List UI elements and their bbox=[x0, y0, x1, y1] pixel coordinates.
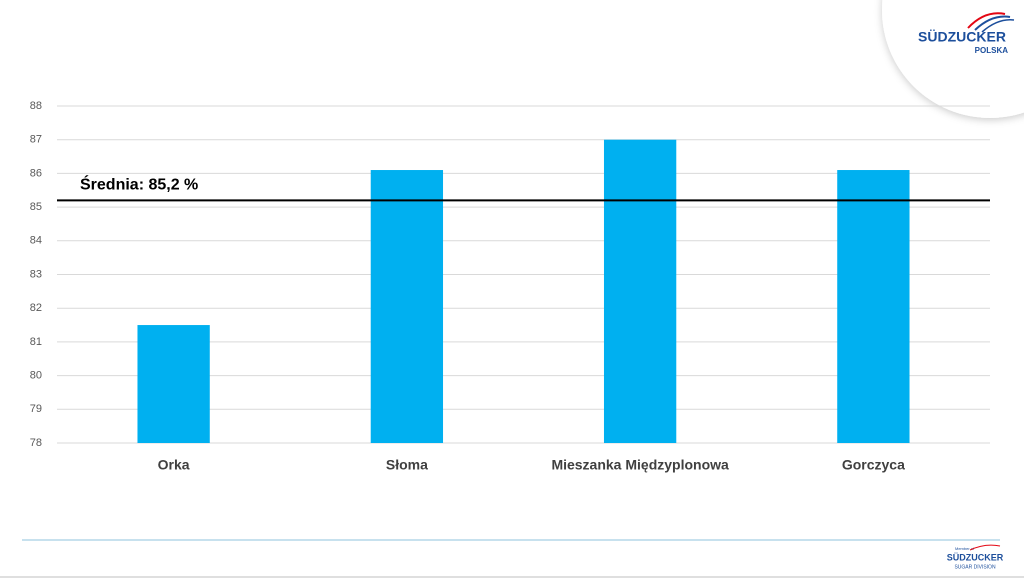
bar bbox=[137, 325, 210, 443]
logo-swoosh bbox=[967, 12, 1006, 29]
footer-name: SÜDZUCKER bbox=[947, 552, 1004, 562]
logo-badge bbox=[882, 0, 1024, 118]
bar bbox=[370, 170, 444, 443]
y-tick-label: 84 bbox=[30, 235, 42, 247]
y-tick-label: 79 bbox=[30, 403, 42, 415]
x-tick-label: Orka bbox=[158, 457, 190, 473]
logo-swoosh bbox=[981, 19, 1015, 33]
y-tick-label: 81 bbox=[30, 336, 42, 348]
logo-sub: POLSKA bbox=[975, 46, 1009, 55]
y-tick-label: 83 bbox=[30, 268, 42, 280]
reference-label: Średnia: 85,2 % bbox=[80, 175, 198, 194]
footer-sub: SUGAR DIVISION bbox=[954, 564, 996, 570]
y-tick-label: 88 bbox=[30, 100, 42, 112]
footer-member: Member of bbox=[955, 546, 975, 551]
logo-swoosh bbox=[974, 15, 1011, 31]
x-tick-label: Gorczyca bbox=[842, 457, 905, 473]
y-tick-label: 80 bbox=[30, 370, 42, 382]
x-tick-label: Słoma bbox=[386, 457, 428, 473]
y-tick-label: 87 bbox=[30, 134, 42, 146]
x-tick-label: Mieszanka Międzyplonowa bbox=[551, 457, 729, 473]
bar bbox=[837, 170, 910, 443]
footer-swoosh bbox=[969, 544, 1001, 551]
y-tick-label: 86 bbox=[30, 167, 42, 179]
y-tick-label: 82 bbox=[30, 302, 42, 314]
y-tick-label: 78 bbox=[30, 437, 42, 449]
bar bbox=[603, 139, 677, 443]
logo-name: SÜDZUCKER bbox=[918, 29, 1006, 45]
y-tick-label: 85 bbox=[30, 201, 42, 213]
